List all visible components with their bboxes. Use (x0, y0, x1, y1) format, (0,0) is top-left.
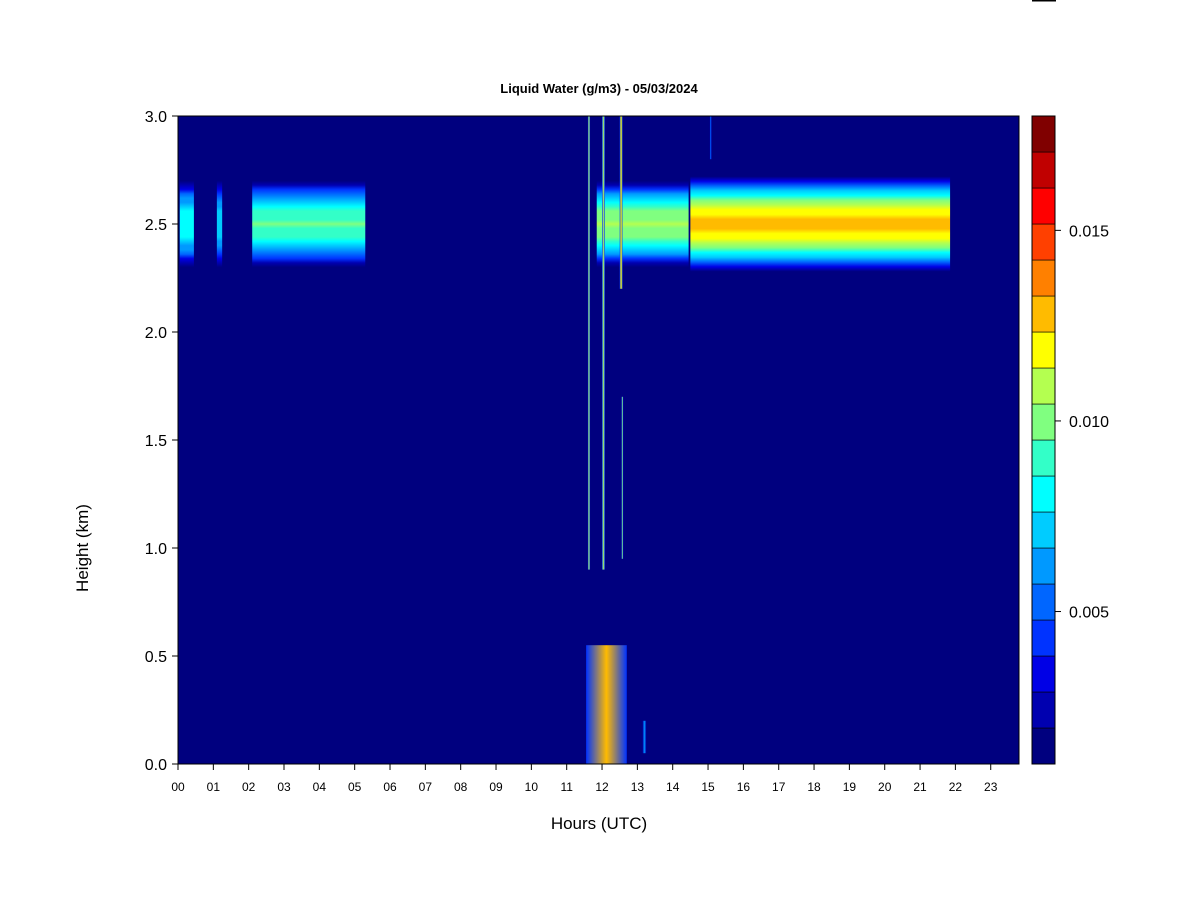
colorbar-segment (1031, 511, 1056, 549)
x-tick-label: 20 (878, 780, 892, 794)
x-tick-label: 18 (807, 780, 821, 794)
heatmap-cell (642, 720, 647, 754)
y-tick-label: 0.0 (145, 757, 167, 774)
colorbar-segment (1031, 655, 1056, 693)
corner-mark (1032, 0, 1056, 2)
colorbar-segment (1031, 475, 1056, 513)
x-tick-label: 14 (666, 780, 680, 794)
heatmap-cell (709, 116, 712, 160)
heatmap-cell (586, 645, 627, 764)
colorbar-segment (1031, 583, 1056, 621)
colorbar: 0.005 0.010 0.015 (1031, 115, 1109, 765)
y-tick-label: 0.5 (145, 649, 167, 666)
x-tick-label: 03 (277, 780, 291, 794)
x-tick-label: 16 (737, 780, 751, 794)
heatmap-cell (619, 116, 623, 289)
colorbar-segment (1031, 187, 1056, 225)
y-axis-label: Height (km) (73, 504, 92, 592)
x-tick-label: 06 (383, 780, 397, 794)
x-tick-label: 13 (631, 780, 645, 794)
colorbar-tick-label: 0.005 (1069, 605, 1109, 622)
x-tick-label: 00 (171, 780, 185, 794)
x-tick-label: 17 (772, 780, 786, 794)
heatmap-cell (596, 180, 689, 268)
colorbar-segment (1031, 259, 1056, 297)
x-tick-label: 08 (454, 780, 468, 794)
heatmap-cell (602, 116, 605, 570)
x-tick-label: 22 (949, 780, 963, 794)
y-axis: 0.0 0.5 1.0 1.5 2.0 2.5 3.0 (145, 109, 178, 774)
y-tick-label: 1.5 (145, 433, 167, 450)
x-tick-label: 23 (984, 780, 998, 794)
x-tick-label: 01 (207, 780, 221, 794)
colorbar-segment (1031, 547, 1056, 585)
colorbar-tick-label: 0.015 (1069, 223, 1109, 240)
x-tick-label: 19 (843, 780, 857, 794)
x-tick-label: 05 (348, 780, 362, 794)
x-tick-label: 21 (913, 780, 927, 794)
heatmap-cell (621, 396, 624, 559)
y-tick-label: 1.0 (145, 541, 167, 558)
colorbar-segment (1031, 727, 1056, 765)
colorbar-segment (1031, 367, 1056, 405)
colorbar-segment (1031, 223, 1056, 261)
x-axis: 00 01 02 03 04 05 06 07 08 09 10 11 12 13 14 15 16 17 18 19… (171, 764, 998, 794)
x-tick-label: 09 (489, 780, 503, 794)
x-tick-label: 04 (313, 780, 327, 794)
colorbar-segment (1031, 691, 1056, 729)
heatmap-cells (179, 116, 951, 764)
heatmap-cell (587, 116, 591, 570)
y-tick-label: 3.0 (145, 109, 167, 126)
heatmap-cell (216, 180, 223, 268)
x-tick-label: 10 (525, 780, 539, 794)
heatmap-cell (252, 180, 366, 268)
heatmap-cell (179, 180, 194, 268)
x-tick-label: 12 (595, 780, 609, 794)
x-tick-label: 07 (419, 780, 433, 794)
x-tick-label: 02 (242, 780, 256, 794)
colorbar-tick-label: 0.010 (1069, 414, 1109, 431)
colorbar-segment (1031, 331, 1056, 369)
chart-title: Liquid Water (g/m3) - 05/03/2024 (500, 81, 698, 96)
colorbar-segment (1031, 115, 1056, 153)
colorbar-segment (1031, 403, 1056, 441)
y-tick-label: 2.5 (145, 217, 167, 234)
colorbar-segment (1031, 439, 1056, 477)
x-tick-label: 15 (701, 780, 715, 794)
colorbar-segment (1031, 151, 1056, 189)
colorbar-segment (1031, 295, 1056, 333)
x-axis-label: Hours (UTC) (551, 814, 647, 833)
heatmap-cell (690, 176, 951, 272)
x-tick-label: 11 (560, 780, 573, 794)
y-tick-label: 2.0 (145, 325, 167, 342)
colorbar-segment (1031, 619, 1056, 657)
